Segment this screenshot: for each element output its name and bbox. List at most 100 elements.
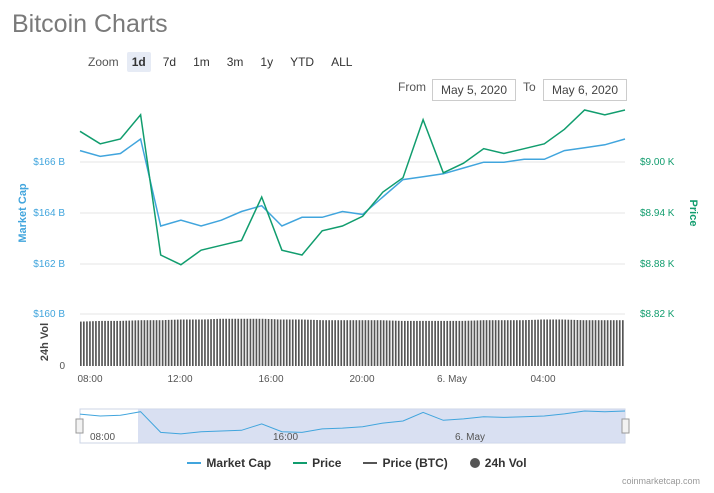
volume-bar	[591, 320, 594, 366]
volume-bar	[192, 319, 194, 366]
legend-price-swatch	[293, 462, 308, 464]
volume-bar	[325, 320, 327, 366]
legend-price-btc-swatch	[363, 462, 378, 464]
legend-24h-vol[interactable]: 24h Vol	[469, 456, 527, 470]
volume-bar	[461, 320, 464, 366]
price-chart: $166 B $164 B $162 B $160 B $9.00 K $8.9…	[17, 109, 699, 444]
volume-bar	[167, 319, 170, 366]
volume-bar	[349, 320, 352, 366]
volume-bar	[161, 320, 164, 366]
volume-bar	[152, 320, 155, 366]
volume-bar	[615, 320, 618, 366]
price-line	[79, 109, 626, 266]
volume-bar	[316, 320, 318, 366]
right-axis-title: Price	[687, 200, 699, 227]
volume-bar	[264, 318, 267, 366]
volume-bar	[573, 319, 576, 366]
nav-tick-0800: 08:00	[90, 432, 115, 443]
volume-bar	[186, 319, 188, 366]
legend-price[interactable]: Price	[293, 456, 341, 470]
zoom-7d-button[interactable]: 7d	[162, 55, 177, 69]
chart-legend: Market Cap Price Price (BTC) 24h Vol	[0, 456, 714, 470]
legend-price-btc[interactable]: Price (BTC)	[363, 456, 448, 470]
volume-bar	[207, 319, 209, 366]
volume-bar	[506, 320, 509, 366]
zoom-3m-button[interactable]: 3m	[226, 55, 244, 69]
volume-bar	[334, 320, 336, 366]
x-tick-1600: 16:00	[258, 374, 283, 385]
volume-bar	[567, 319, 570, 366]
volume-bar	[137, 320, 140, 366]
volume-bar	[558, 319, 561, 366]
volume-bar	[394, 320, 397, 366]
volume-bar	[470, 320, 473, 366]
volume-bar	[479, 320, 482, 366]
volume-bar	[391, 320, 394, 366]
navigator[interactable]: 08:00 16:00 6. May	[75, 408, 630, 444]
volume-bar	[564, 319, 567, 366]
volume-tick-0: 0	[59, 361, 65, 372]
volume-bar	[122, 320, 125, 366]
volume-bar	[543, 319, 545, 366]
zoom-ytd-button[interactable]: YTD	[290, 55, 315, 69]
zoom-1m-button[interactable]: 1m	[193, 55, 210, 69]
volume-bar	[528, 320, 530, 366]
volume-bar	[216, 318, 218, 366]
volume-bar	[343, 320, 346, 366]
zoom-1y-button[interactable]: 1y	[260, 55, 274, 69]
volume-bar	[540, 319, 542, 366]
volume-bar	[210, 319, 212, 366]
volume-bar	[298, 319, 300, 366]
volume-bar	[422, 320, 424, 366]
volume-bar	[488, 320, 491, 366]
volume-bar	[425, 320, 427, 366]
volume-bar	[89, 321, 91, 366]
grid	[80, 161, 625, 315]
zoom-1d-button[interactable]: 1d	[126, 52, 151, 72]
volume-bar	[561, 319, 564, 366]
volume-bar	[397, 320, 400, 366]
legend-market-cap-swatch	[187, 462, 202, 464]
volume-bar	[437, 320, 439, 366]
volume-bar	[328, 320, 330, 366]
nav-tick-1600: 16:00	[273, 432, 298, 443]
volume-bar	[379, 320, 382, 366]
from-date-input[interactable]: May 5, 2020	[432, 79, 516, 101]
volume-bar	[116, 320, 118, 366]
right-tick-882: $8.82 K	[640, 309, 675, 320]
volume-bar	[606, 320, 609, 366]
left-axis-title: Market Cap	[17, 183, 29, 243]
volume-bar	[176, 319, 179, 366]
right-tick-894: $8.94 K	[640, 208, 675, 219]
volume-bar	[131, 320, 134, 366]
navigator-selection[interactable]	[138, 409, 625, 443]
volume-bar	[346, 320, 349, 366]
volume-bar	[410, 320, 412, 366]
volume-bar	[537, 319, 539, 366]
volume-bar	[434, 320, 436, 366]
volume-bar	[455, 320, 458, 366]
volume-bar	[382, 320, 385, 366]
right-tick-900: $9.00 K	[640, 157, 675, 168]
x-tick-0800: 08:00	[77, 374, 102, 385]
legend-market-cap[interactable]: Market Cap	[187, 456, 271, 470]
volume-bar	[243, 318, 246, 366]
left-tick-160: $160 B	[33, 309, 65, 320]
volume-bar	[228, 318, 231, 366]
volume-bar	[134, 320, 137, 366]
navigator-right-handle[interactable]	[621, 418, 630, 434]
volume-bar	[267, 319, 270, 366]
volume-bar	[189, 319, 191, 366]
volume-bar	[522, 320, 524, 366]
volume-bar	[322, 320, 324, 366]
volume-bar	[125, 320, 128, 366]
legend-24h-vol-swatch	[469, 458, 480, 468]
volume-bar	[482, 320, 485, 366]
volume-bar	[516, 320, 518, 366]
volume-bar	[458, 320, 461, 366]
volume-bar	[612, 320, 615, 366]
navigator-left-handle[interactable]	[75, 418, 84, 434]
to-date-input[interactable]: May 6, 2020	[543, 79, 627, 101]
volume-bar	[431, 320, 433, 366]
zoom-all-button[interactable]: ALL	[331, 55, 353, 69]
